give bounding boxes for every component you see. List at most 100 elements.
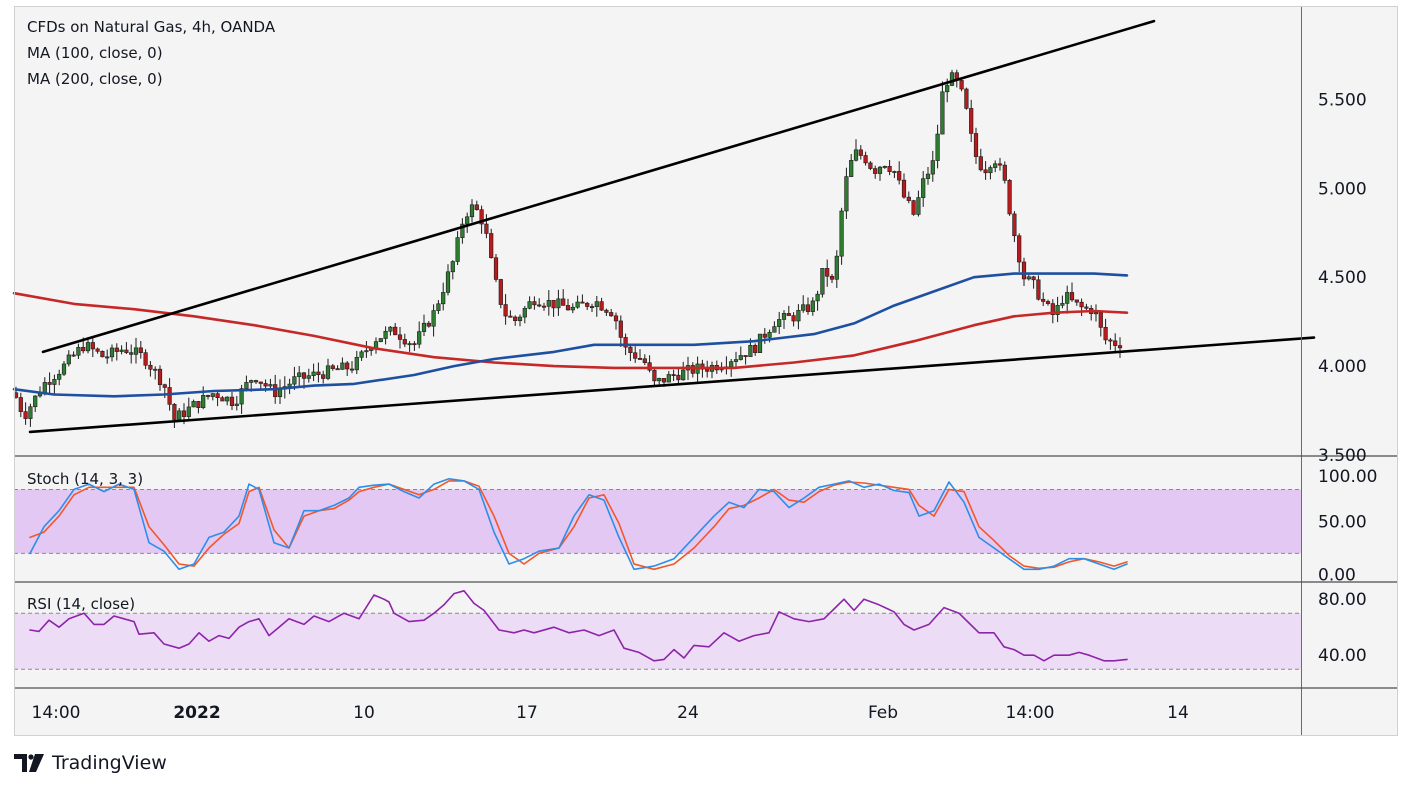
candle-body-up — [1093, 312, 1099, 315]
candle — [321, 370, 326, 384]
candle — [225, 396, 230, 406]
candle — [359, 349, 364, 361]
candle-body-down — [330, 365, 335, 369]
candle — [340, 357, 345, 370]
candle — [1007, 179, 1012, 216]
tradingview-brand[interactable]: TradingView — [14, 751, 167, 775]
rsi-tick: 40.00 — [1318, 646, 1367, 666]
candle-body-down — [1069, 292, 1075, 301]
candle — [772, 321, 777, 333]
candle — [364, 341, 369, 358]
candle — [18, 392, 23, 418]
candle — [297, 366, 302, 386]
candle — [455, 231, 460, 266]
candle — [618, 315, 623, 347]
candle-body-down — [196, 401, 201, 408]
candle-body-down — [561, 298, 566, 306]
candle — [853, 139, 859, 162]
candle — [465, 212, 470, 233]
candle-body-down — [143, 352, 148, 366]
stoch-lines — [29, 477, 1128, 571]
candle-body-down — [273, 384, 278, 398]
candle-body-down — [633, 352, 638, 359]
candle-body-down — [628, 346, 633, 354]
candle — [484, 214, 489, 239]
candle-body-up — [244, 382, 249, 389]
candle — [1017, 233, 1022, 273]
time-tick: 24 — [677, 703, 699, 723]
candle-body-up — [445, 271, 451, 293]
candle — [916, 190, 921, 217]
candle-body-down — [973, 133, 979, 157]
candle-body-down — [1050, 303, 1055, 315]
candle-body-up — [249, 380, 254, 383]
candle-body-up — [916, 197, 921, 215]
candle-body-up — [1055, 305, 1060, 315]
candle — [882, 165, 887, 169]
candle-body-down — [100, 351, 105, 358]
candle — [513, 315, 518, 326]
ma200-legend[interactable]: MA (200, close, 0) — [27, 70, 163, 88]
candle — [556, 289, 561, 316]
candle-body-down — [489, 233, 494, 259]
candle-body-up — [594, 301, 599, 308]
candle-body-down — [868, 162, 873, 169]
candle-body-down — [493, 257, 499, 280]
candle-body-up — [119, 349, 124, 352]
candle-body-down — [172, 404, 177, 420]
candle — [849, 153, 854, 178]
candle-body-up — [767, 331, 772, 338]
candle-body-up — [33, 395, 38, 408]
candle-body-down — [1108, 339, 1113, 342]
candle — [589, 303, 595, 312]
rsi-title[interactable]: RSI (14, close) — [27, 595, 136, 613]
candle-body-down — [498, 279, 503, 305]
candle — [551, 300, 556, 317]
candle — [901, 173, 907, 199]
rsi-tick: 80.00 — [1318, 590, 1367, 610]
symbol-legend[interactable]: CFDs on Natural Gas, 4h, OANDA — [27, 18, 276, 36]
candle-body-up — [460, 223, 465, 238]
candle-body-up — [421, 322, 427, 332]
ma100-legend[interactable]: MA (100, close, 0) — [27, 44, 163, 62]
candle-body-up — [940, 91, 945, 135]
candle-body-down — [676, 374, 681, 381]
stoch-title[interactable]: Stoch (14, 3, 3) — [27, 470, 144, 488]
right-axis-bg — [1302, 6, 1398, 736]
candle-body-down — [1012, 213, 1017, 237]
candle — [100, 350, 105, 358]
candle — [585, 301, 590, 310]
candle — [1103, 318, 1108, 345]
candle — [503, 294, 508, 325]
candle-body-up — [853, 149, 859, 161]
candle-body-down — [565, 305, 571, 311]
candle-body-down — [301, 372, 307, 379]
candle-body-down — [321, 374, 326, 379]
candle — [210, 392, 215, 401]
candle-body-up — [76, 347, 81, 356]
candle-body-up — [359, 351, 364, 358]
candle-body-up — [109, 347, 115, 358]
candle-body-up — [949, 72, 955, 86]
candle-body-up — [556, 298, 561, 309]
candle-body-up — [364, 350, 369, 353]
candle-body-up — [882, 166, 887, 168]
candle-body-down — [18, 397, 23, 412]
candle-body-down — [479, 209, 484, 225]
candle — [1026, 274, 1031, 281]
main-pane-bg — [14, 6, 1301, 455]
candle-body-up — [1060, 303, 1065, 306]
candle — [474, 200, 479, 211]
candle-body-down — [503, 304, 508, 317]
candle-body-up — [849, 160, 854, 177]
lower-trendline — [28, 336, 1316, 434]
candle-body-down — [613, 315, 619, 322]
candle-body-down — [647, 362, 652, 371]
candle — [921, 171, 926, 207]
candle-body-up — [306, 375, 311, 379]
candle — [1012, 211, 1017, 243]
candle — [906, 191, 911, 204]
candle-body-down — [181, 410, 187, 417]
candle — [311, 363, 316, 382]
